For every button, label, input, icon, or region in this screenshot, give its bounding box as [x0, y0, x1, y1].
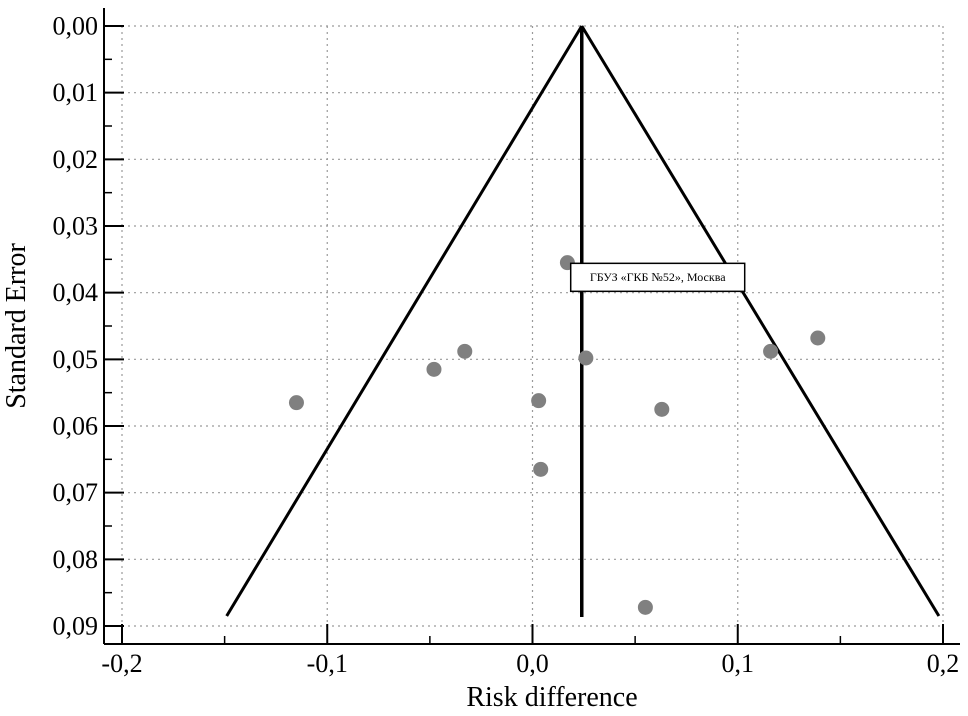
- annotation-box: [569, 262, 746, 293]
- study-point: [763, 343, 779, 359]
- y-tick-label: 0,01: [53, 78, 99, 107]
- x-tick-label: 0,1: [722, 649, 755, 678]
- annotation: ГБУЗ «ГКБ №52», Москва: [569, 262, 746, 293]
- funnel: [225, 25, 941, 617]
- x-tick-label: 0,2: [927, 649, 960, 678]
- x-tick-label: -0,1: [307, 649, 348, 678]
- study-point: [654, 401, 670, 417]
- study-point: [578, 350, 594, 366]
- study-point: [457, 343, 473, 359]
- y-tick-label: 0,07: [53, 478, 99, 507]
- study-point: [426, 361, 442, 377]
- y-tick-label: 0,06: [53, 412, 99, 441]
- y-axis-title: Standard Error: [1, 243, 32, 409]
- y-tick-label: 0,00: [53, 12, 99, 41]
- x-tick-label: -0,2: [101, 649, 142, 678]
- study-point: [637, 599, 653, 615]
- study-point: [288, 395, 304, 411]
- funnel-right-limit: [580, 25, 941, 617]
- y-tick-label: 0,09: [53, 612, 99, 641]
- study-point: [531, 393, 547, 409]
- axes: 0,00 0,01 0,02 0,03 0,04 0,05 0,06 0,07 0,08 0,09…: [53, 8, 960, 678]
- data-points: [288, 255, 826, 615]
- annotation-text: ГБУЗ «ГКБ №52», Москва: [590, 270, 726, 284]
- study-point: [810, 330, 826, 346]
- grid: [104, 25, 944, 644]
- y-tick-label: 0,04: [53, 278, 99, 307]
- x-axis-title: Risk difference: [466, 682, 637, 713]
- study-point: [533, 461, 549, 477]
- funnel-left-limit: [225, 25, 584, 617]
- y-tick-label: 0,02: [53, 145, 99, 174]
- y-tick-label: 0,03: [53, 212, 99, 241]
- x-tick-label: 0,0: [516, 649, 549, 678]
- y-tick-label: 0,05: [53, 345, 99, 374]
- y-tick-label: 0,08: [53, 545, 99, 574]
